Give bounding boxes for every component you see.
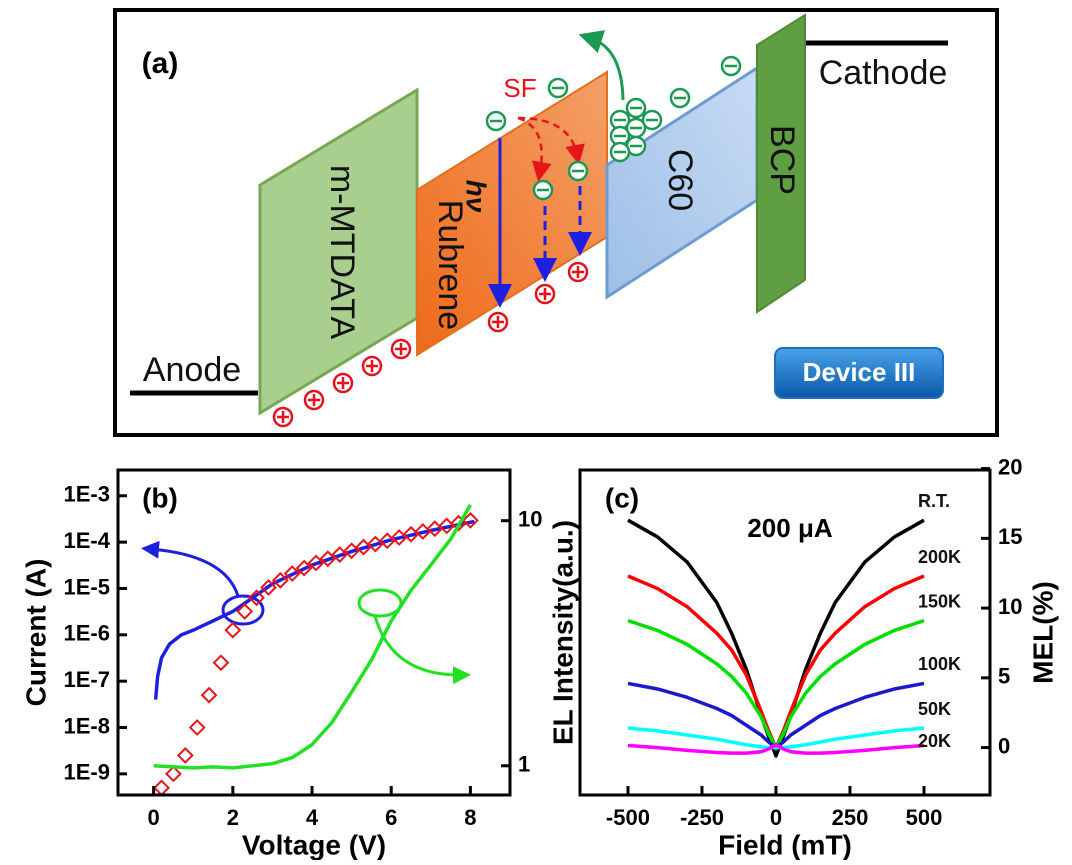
plot-frame: [118, 470, 510, 795]
data-point: [226, 623, 240, 637]
y2-tick-label: 0: [998, 733, 1010, 758]
y2-tick-label: 20: [998, 454, 1022, 479]
layer-label: BCP: [763, 125, 801, 195]
marker-ellipse: [359, 590, 401, 616]
x-tick-label: -500: [606, 805, 650, 830]
x-tick-label: 250: [832, 805, 869, 830]
y-tick-label: 1E-5: [64, 574, 110, 599]
y2-tick-label: 10: [998, 594, 1022, 619]
x-tick-label: 500: [906, 805, 943, 830]
hole: [274, 408, 292, 426]
panel-a: (a) Anode Cathode m-MTDATA Rubrene C60 B…: [115, 10, 997, 435]
data-point: [214, 656, 228, 670]
y-axis-label: EL Intensity(a.u.): [547, 520, 578, 745]
series-label: 100K: [918, 654, 961, 674]
electron: [627, 99, 645, 117]
series-label: 20K: [918, 731, 951, 751]
page: {"diagram": {"panel_label": "(a)", "anod…: [0, 0, 1072, 860]
data-point: [155, 781, 169, 795]
series-label: 50K: [918, 699, 951, 719]
y2-tick-label: 1: [518, 752, 530, 777]
panel-label: (c): [605, 482, 639, 513]
data-line: [628, 621, 924, 748]
electron: [611, 143, 629, 161]
panel-label: (b): [142, 482, 178, 513]
x-tick-label: 2: [227, 805, 239, 830]
electron: [549, 79, 567, 97]
x-tick-label: 0: [770, 805, 782, 830]
x-axis-label: Voltage (V): [242, 829, 386, 860]
hole: [536, 285, 554, 303]
data-point: [190, 721, 204, 735]
hole: [392, 340, 410, 358]
data-line: [628, 576, 924, 748]
photon-label: hν: [461, 180, 492, 213]
marker-ellipse: [223, 596, 263, 624]
series-label: 150K: [918, 591, 961, 611]
electron: [487, 112, 505, 130]
figure: (a) Anode Cathode m-MTDATA Rubrene C60 B…: [0, 0, 1072, 860]
electron: [722, 57, 740, 75]
data-point: [178, 748, 192, 762]
cathode-label: Cathode: [819, 54, 948, 92]
y-tick-label: 1E-9: [64, 760, 110, 785]
x-tick-label: 8: [464, 805, 476, 830]
x-tick-label: 6: [385, 805, 397, 830]
fission-label: SF: [503, 73, 536, 103]
chart: 0 2 4 6 8 1E-9 1E-8 1E-7 1E-6 1E-5 1E-4 1E-3 1 10 Volt…: [20, 470, 542, 860]
hole: [334, 374, 352, 392]
data-point: [202, 688, 216, 702]
layer-label: Rubrene: [431, 200, 469, 330]
chart: R.T. 200K 150K 100K 50K 20K -500 -250 0 250 500 0 5 1…: [547, 454, 1058, 860]
layer-label: m-MTDATA: [323, 165, 361, 340]
x-axis-label: Field (mT): [718, 829, 852, 860]
x-tick-label: 0: [148, 805, 160, 830]
electron: [534, 181, 552, 199]
panel-label: (a): [142, 47, 179, 80]
y-tick-label: 1E-6: [64, 621, 110, 646]
y2-axis-label: MEL(%): [1027, 581, 1058, 684]
x-tick-label: -250: [680, 805, 724, 830]
series-label: R.T.: [918, 491, 950, 511]
y-tick-label: 1E-8: [64, 713, 110, 738]
axis-arrow: [150, 549, 238, 596]
hole: [363, 357, 381, 375]
data-point: [166, 767, 180, 781]
y2-tick-label: 15: [998, 524, 1022, 549]
electron: [569, 162, 587, 180]
hole: [305, 391, 323, 409]
y-axis-label: Current (A): [20, 559, 51, 707]
annotation: 200 μA: [747, 513, 833, 543]
y-tick-label: 1E-7: [64, 667, 110, 692]
electron: [671, 89, 689, 107]
data-line: [628, 683, 924, 747]
x-tick-label: 4: [306, 805, 319, 830]
layer-label: C60: [661, 149, 699, 211]
anode-label: Anode: [143, 351, 241, 389]
y-tick-label: 1E-3: [64, 482, 110, 507]
y2-tick-label: 5: [998, 664, 1010, 689]
series-label: 200K: [918, 547, 961, 567]
hole: [569, 263, 587, 281]
y2-tick-label: 10: [518, 507, 542, 532]
y-tick-label: 1E-4: [64, 528, 111, 553]
data-line: [154, 505, 471, 768]
data-line: [156, 521, 475, 699]
device-label: Device III: [803, 357, 916, 387]
hole: [489, 313, 507, 331]
